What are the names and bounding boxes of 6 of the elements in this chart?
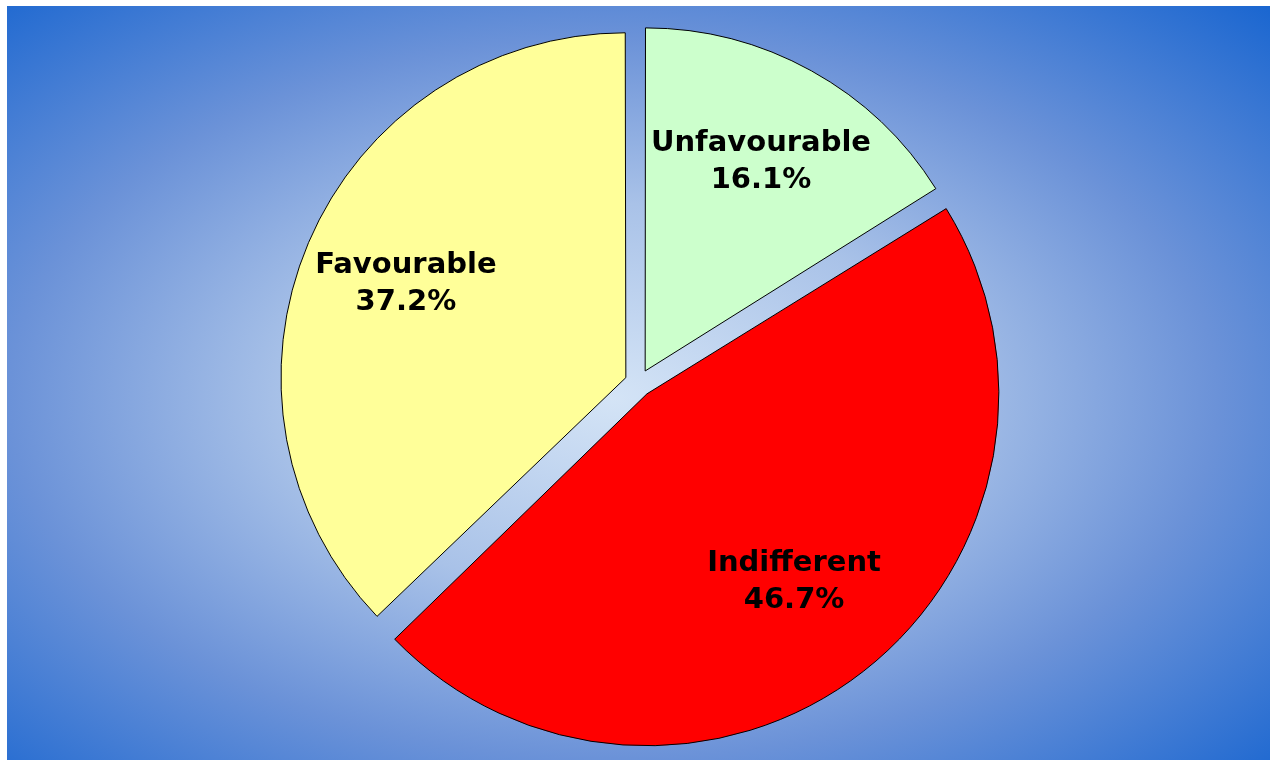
data-label: 37.2%	[355, 283, 457, 318]
data-label: 16.1%	[710, 160, 812, 195]
slice-label: Favourable	[315, 246, 497, 281]
slice-label: Indifferent	[707, 544, 882, 579]
slice-label: Unfavourable	[650, 123, 872, 158]
data-label: 46.7%	[743, 581, 845, 616]
